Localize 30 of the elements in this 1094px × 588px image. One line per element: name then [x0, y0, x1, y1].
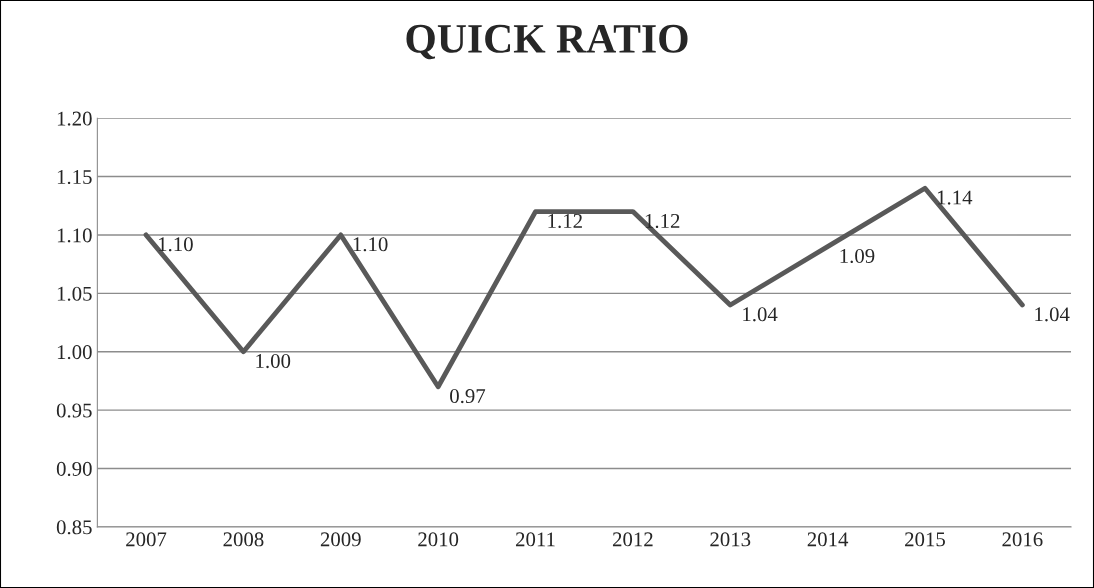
data-label: 1.10	[158, 237, 193, 252]
y-tick-label: 0.95	[56, 403, 92, 418]
data-label: 1.04	[743, 307, 778, 322]
data-label: 1.09	[840, 248, 875, 264]
data-label: 1.12	[645, 213, 680, 229]
x-tick-label: 2009	[320, 532, 361, 547]
x-tick-label: 2015	[905, 532, 945, 547]
y-tick-label: 1.10	[57, 228, 92, 243]
data-label: 1.14	[937, 190, 973, 205]
x-tick-label: 2007	[126, 532, 167, 547]
x-tick-label: 2008	[223, 532, 264, 547]
y-tick-label: 0.90	[56, 461, 92, 476]
chart-title: QUICK RATIO	[406, 24, 688, 60]
x-tick-label: 2011	[515, 532, 555, 547]
y-tick-label: 0.85	[56, 520, 92, 535]
x-tick-label: 2013	[710, 532, 751, 547]
data-label: 1.00	[256, 353, 291, 369]
data-label: 1.04	[1035, 307, 1070, 322]
y-tick-label: 1.20	[57, 111, 92, 126]
data-label: 1.10	[353, 237, 388, 252]
line-series	[143, 185, 1025, 390]
x-tick-label: 2012	[612, 532, 653, 547]
y-tick-label: 1.00	[57, 345, 92, 360]
x-tick-label: 2014	[807, 532, 849, 547]
x-tick-label: 2016	[1002, 532, 1043, 547]
y-tick-label: 1.05	[57, 286, 92, 301]
y-tick-label: 1.15	[57, 170, 92, 185]
data-label: 0.97	[450, 389, 486, 404]
data-label: 1.12	[548, 213, 582, 229]
x-tick-label: 2010	[418, 532, 459, 547]
